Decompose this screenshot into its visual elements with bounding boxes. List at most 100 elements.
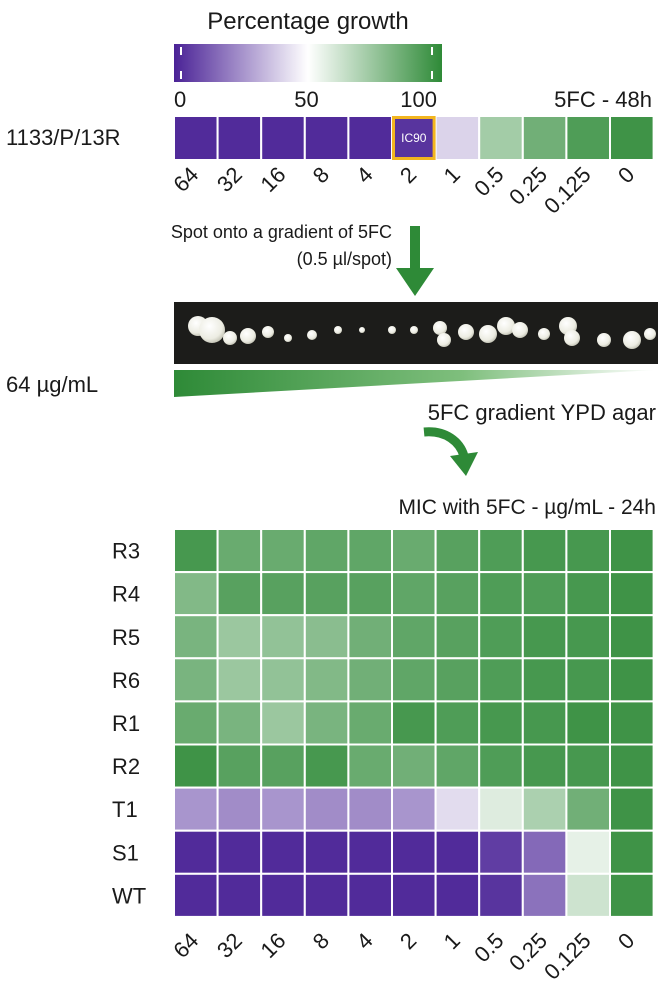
heatmap-cell [565,786,612,832]
heatmap-cell [347,743,393,789]
heatmap-cell [391,786,437,832]
heatmap-cell [303,700,350,746]
heatmap-cell [303,571,350,617]
mic-heatmap [173,528,655,918]
x-tick-label: 16 [256,162,291,197]
heatmap-cell [521,872,568,918]
colony-spot [497,317,515,335]
x-tick-label: 0.5 [469,162,508,201]
heatmap-cell [347,700,393,746]
x-tick-label: 0 [613,162,639,188]
top-heatmap-cell [565,115,612,161]
heatmap-cell [521,571,568,617]
heatmap-cell [478,872,524,918]
heatmap-cell [173,872,219,918]
top-heatmap-cell [216,115,263,161]
colony-spot [240,328,256,344]
heatmap-cell [173,743,219,789]
x-tick-label: 2 [395,928,421,954]
heatmap-cell [173,700,219,746]
heatmap-cell [347,528,393,574]
row-label: R4 [112,582,140,607]
heatmap-cell [609,528,655,574]
x-tick-label: 0.5 [469,928,508,967]
colony-spot [359,327,365,333]
heatmap-cell [565,872,612,918]
top-heatmap-cell [173,115,219,161]
heatmap-cell [173,571,219,617]
heatmap-cell [260,528,306,574]
heatmap-cell [216,700,263,746]
heatmap-cell [391,657,437,703]
top-heatmap-cell [434,115,481,161]
spot-annotation-line-1: Spot onto a gradient of 5FC [171,222,392,242]
ic90-label: IC90 [401,131,427,145]
row-label: WT [112,883,146,908]
heatmap-cell [173,829,219,875]
heatmap-cell [303,786,350,832]
heatmap-title: MIC with 5FC - µg/mL - 24h [398,496,656,519]
heatmap-cell [521,829,568,875]
heatmap-cell [216,786,263,832]
heatmap-cell [609,786,655,832]
heatmap-cell [478,786,524,832]
colony-spot [564,330,580,346]
heatmap-cell [391,614,437,660]
x-tick-label: 2 [395,162,421,188]
heatmap-cell [434,872,481,918]
down-arrow [396,226,434,296]
heatmap-cell [609,872,655,918]
heatmap-cell [478,528,524,574]
heatmap-cell [391,528,437,574]
heatmap-cell [565,614,612,660]
row-label: R2 [112,754,140,779]
heatmap-cell [434,829,481,875]
colony-spot [410,326,418,334]
colony-spot [437,333,451,347]
top-heatmap-cell [609,115,655,161]
colony-spot [458,324,474,340]
colony-spot [512,322,528,338]
heatmap-cell [303,657,350,703]
colony-spot [284,334,292,342]
heatmap-cell [303,614,350,660]
heatmap-cell [521,614,568,660]
curved-arrow [423,427,469,458]
row-label: T1 [112,797,138,822]
heatmap-cell [216,528,263,574]
colony-spot [262,326,274,338]
heatmap-cell [565,700,612,746]
top-condition-label: 5FC - 48h [554,87,652,112]
colorbar-tick-label: 0 [174,87,186,112]
heatmap-cell [216,657,263,703]
heatmap-cell [434,614,481,660]
gradient-wedge [174,370,656,397]
row-label: R3 [112,539,140,564]
heatmap-cell [173,528,219,574]
row-label: R1 [112,711,140,736]
x-tick-label: 8 [308,928,334,954]
heatmap-cell [478,700,524,746]
heatmap-cell [521,743,568,789]
heatmap-cell [260,743,306,789]
heatmap-cell [521,528,568,574]
heatmap-cell [347,872,393,918]
colorbar-title: Percentage growth [207,8,408,35]
colony-spot [388,326,396,334]
colony-spot [334,326,342,334]
row-label: R5 [112,625,140,650]
heatmap-cell [260,657,306,703]
heatmap-cell [347,571,393,617]
heatmap-cell [565,743,612,789]
x-tick-label: 32 [212,162,247,197]
heatmap-cell [434,571,481,617]
heatmap-cell [521,786,568,832]
colony-spot [479,325,497,343]
colony-spot [538,328,550,340]
strain-label: 1133/P/13R [6,125,121,150]
x-tick-label: 0.125 [539,928,596,985]
heatmap-cell [173,614,219,660]
heatmap-cell [521,700,568,746]
heatmap-cell [609,743,655,789]
heatmap-cell [303,743,350,789]
